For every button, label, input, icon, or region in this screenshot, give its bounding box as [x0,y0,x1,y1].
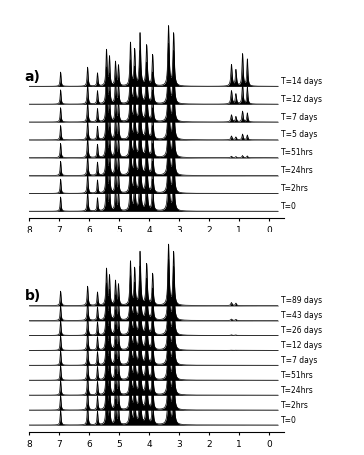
Text: T=51hrs: T=51hrs [281,371,314,380]
Text: T=24hrs: T=24hrs [281,166,314,175]
Text: T=14 days: T=14 days [281,77,322,86]
Text: T=0: T=0 [281,415,297,425]
Text: T=2hrs: T=2hrs [281,184,309,193]
Text: T=43 days: T=43 days [281,311,322,320]
Text: T=51hrs: T=51hrs [281,148,314,157]
Text: a): a) [25,70,40,84]
Text: T=7 days: T=7 days [281,356,317,365]
Text: T=12 days: T=12 days [281,341,322,350]
Text: T=7 days: T=7 days [281,112,317,121]
Text: T=24hrs: T=24hrs [281,386,314,394]
Text: T=2hrs: T=2hrs [281,400,309,410]
Text: T=0: T=0 [281,202,297,211]
X-axis label: ppm: ppm [146,241,167,250]
Text: T=26 days: T=26 days [281,326,322,335]
Text: T=12 days: T=12 days [281,95,322,104]
Text: T=89 days: T=89 days [281,296,322,305]
Text: T=5 days: T=5 days [281,131,317,139]
Text: b): b) [25,289,41,303]
